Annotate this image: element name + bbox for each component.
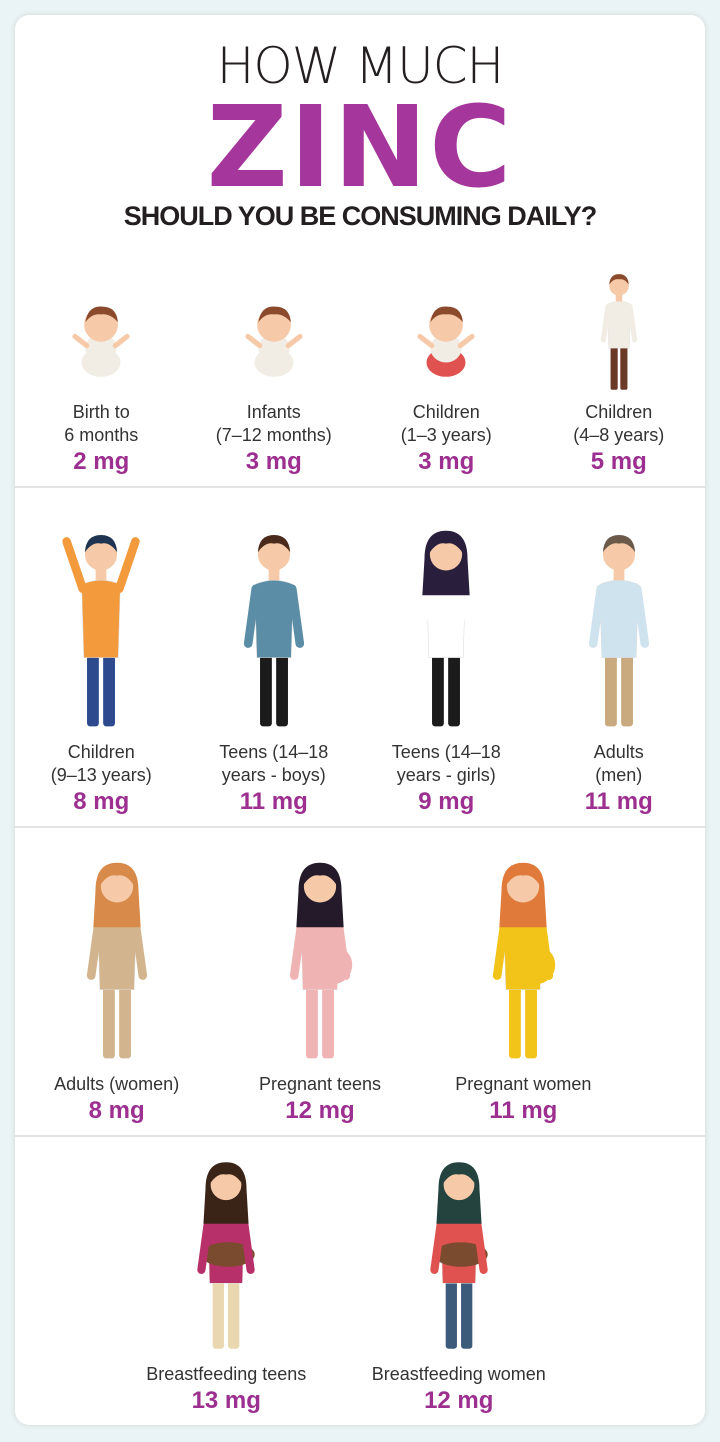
age-group-item: Breastfeeding teens 13 mg [110,1137,343,1425]
toddler-icon [417,306,475,377]
age-group-item: Teens (14–18 years - girls) 9 mg [360,488,533,826]
pregnant-woman-icon [493,862,556,1059]
age-group-item: Children (4–8 years) 5 mg [533,250,706,486]
newborn-baby-icon [72,306,130,377]
age-group-label: Children (4–8 years) [573,402,665,445]
zinc-amount: 12 mg [424,1387,494,1414]
zinc-amount: 12 mg [285,1097,355,1124]
zinc-amount: 13 mg [191,1387,261,1414]
age-group-item: Children (1–3 years) 3 mg [360,250,533,486]
age-group-row: Birth to 6 months 2 mg Infants (7–12 month… [15,250,705,488]
age-group-label: Infants (7–12 months) [215,402,332,445]
teen-boy-icon [243,535,304,727]
age-group-item: Adults (men) 11 mg [533,488,706,826]
title-line-1: HOW MUCH [216,37,505,95]
age-group-label: Adults (women) [54,1074,180,1094]
age-group-item: Adults (women) 8 mg [15,828,218,1135]
adult-man-icon [588,535,649,727]
age-group-label: Adults (men) [593,742,644,785]
age-group-label: Breastfeeding women [371,1364,546,1384]
age-group-label: Birth to 6 months [64,402,139,445]
age-group-label: Children (9–13 years) [50,742,152,785]
pregnant-teen-icon [289,862,353,1059]
child-icon [600,274,637,390]
zinc-amount: 11 mg [584,788,653,815]
breastfeeding-woman-icon [430,1162,488,1349]
zinc-amount: 9 mg [418,788,475,815]
age-group-item: Teens (14–18 years - boys) 11 mg [188,488,361,826]
age-group-label: Breastfeeding teens [146,1364,307,1384]
child-arms-up-icon [62,535,140,727]
age-group-item: Pregnant teens 12 mg [218,828,421,1135]
title-zinc: ZINC [206,83,514,213]
age-group-item: Infants (7–12 months) 3 mg [188,250,361,486]
crawling-infant-icon [245,306,303,377]
age-group-label: Pregnant women [455,1074,592,1094]
age-group-label: Teens (14–18 years - girls) [391,742,501,785]
age-group-item: Pregnant women 11 mg [422,828,625,1135]
zinc-amount: 11 mg [489,1097,558,1124]
zinc-amount: 11 mg [239,788,308,815]
age-group-item: Breastfeeding women 12 mg [343,1137,576,1425]
age-group-label: Pregnant teens [258,1074,382,1094]
age-group-row: Children (9–13 years) 8 mg Teens (14–18 ye… [15,488,705,828]
subtitle: SHOULD YOU BE CONSUMING DAILY? [123,201,598,231]
zinc-amount: 3 mg [418,448,475,475]
infographic-card: HOW MUCH ZINC SHOULD YOU BE CONSUMING DA… [15,15,705,1425]
adult-woman-icon [86,862,147,1059]
age-group-label: Teens (14–18 years - boys) [219,742,329,785]
age-group-row: Adults (women) 8 mg Pregnant teens 12 mg Pre… [15,828,705,1137]
zinc-amount: 8 mg [73,788,130,815]
zinc-amount: 8 mg [88,1097,145,1124]
age-group-row: Breastfeeding teens 13 mg Breastfeeding wo… [15,1137,705,1425]
age-group-item: Birth to 6 months 2 mg [15,250,188,486]
zinc-amount: 5 mg [590,448,647,475]
age-group-label: Children (1–3 years) [400,402,492,445]
breastfeeding-teen-icon [197,1162,255,1349]
teen-girl-icon [416,530,477,727]
zinc-amount: 3 mg [245,448,302,475]
zinc-amount: 2 mg [73,448,130,475]
age-group-item: Children (9–13 years) 8 mg [15,488,188,826]
